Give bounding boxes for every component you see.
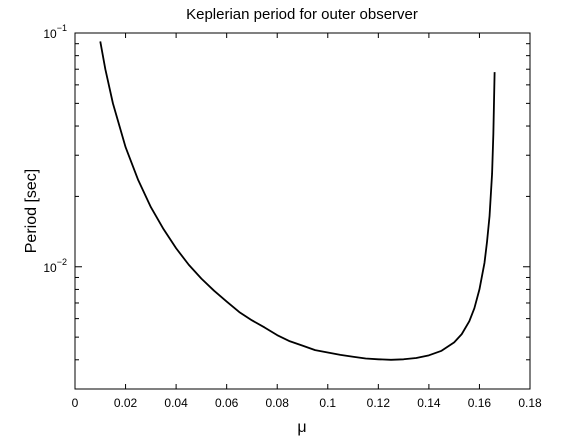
x-tick-label-6: 0.12 bbox=[367, 396, 391, 410]
plot-area bbox=[74, 32, 531, 390]
x-tick-label-1: 0.02 bbox=[114, 396, 138, 410]
series-line-0 bbox=[99, 41, 496, 361]
x-axis-title: μ bbox=[297, 419, 306, 436]
x-tick-label-3: 0.06 bbox=[215, 396, 239, 410]
x-tick-label-9: 0.18 bbox=[518, 396, 542, 410]
series-group bbox=[99, 41, 496, 361]
x-axis-ticks: 0 0.02 0.04 0.06 0.08 0.1 0.12 0.14 0.16 0.18 bbox=[72, 33, 542, 410]
x-tick-label-5: 0.1 bbox=[319, 396, 336, 410]
x-tick-label-4: 0.08 bbox=[266, 396, 290, 410]
x-tick-label-7: 0.14 bbox=[417, 396, 441, 410]
y-axis-ticks: 10−1 10−2 bbox=[43, 23, 530, 390]
y-tick-label-0: 10−1 bbox=[43, 23, 67, 41]
x-tick-label-2: 0.04 bbox=[164, 396, 188, 410]
x-tick-label-8: 0.16 bbox=[468, 396, 492, 410]
x-tick-label-0: 0 bbox=[72, 396, 79, 410]
y-tick-label-1: 10−2 bbox=[43, 257, 67, 275]
y-axis-title: Period [sec] bbox=[23, 169, 40, 253]
chart-title: Keplerian period for outer observer bbox=[186, 6, 418, 23]
